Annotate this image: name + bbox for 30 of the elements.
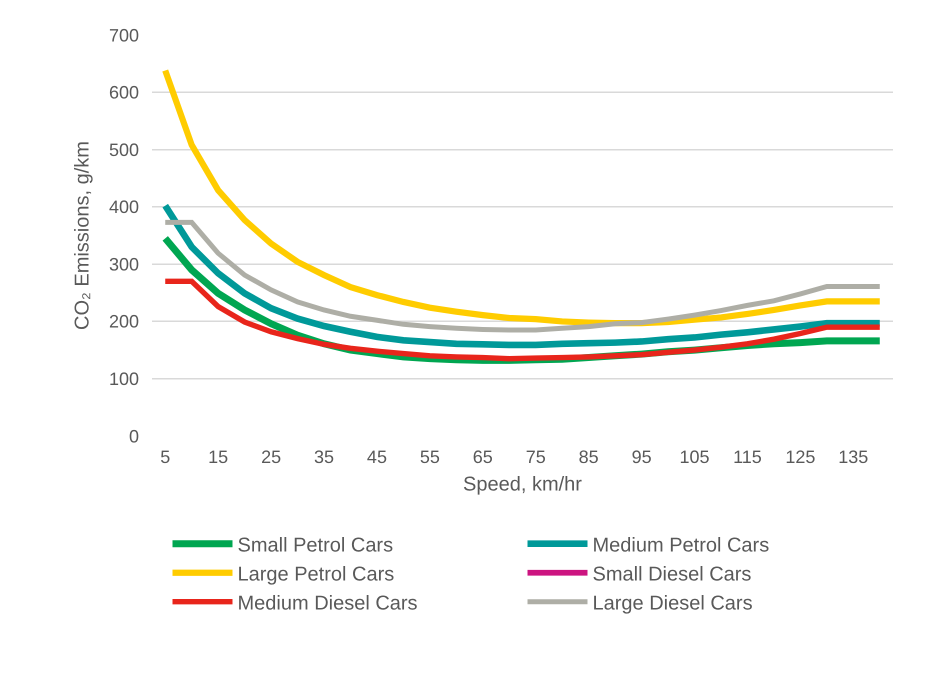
y-axis-title: CO₂ Emissions, g/km (71, 141, 94, 330)
y-tick-label: 200 (108, 312, 139, 332)
legend-label: Small Diesel Cars (592, 564, 752, 586)
x-tick-label: 95 (632, 447, 652, 467)
y-tick-label: 500 (108, 140, 139, 160)
x-tick-label: 45 (366, 447, 387, 467)
x-tick-label: 65 (472, 447, 493, 467)
y-tick-label: 0 (128, 426, 139, 446)
legend-label: Medium Diesel Cars (238, 592, 418, 615)
y-tick-label: 400 (108, 197, 139, 218)
y-tick-label: 600 (108, 82, 139, 103)
x-tick-label: 105 (679, 447, 710, 467)
legend-label: Small Petrol Cars (238, 534, 394, 557)
x-tick-label: 25 (261, 447, 282, 467)
x-tick-label: 135 (838, 447, 868, 467)
x-axis-title: Speed, km/hr (463, 474, 582, 496)
x-tick-label: 85 (578, 447, 599, 467)
y-tick-label: 100 (108, 369, 139, 390)
legend-label: Large Diesel Cars (592, 592, 753, 615)
x-tick-label: 15 (208, 447, 228, 467)
x-tick-label: 55 (420, 447, 440, 467)
x-tick-label: 115 (733, 447, 762, 467)
x-tick-label: 35 (314, 447, 334, 467)
legend-label: Medium Petrol Cars (592, 534, 770, 557)
legend-label: Large Petrol Cars (238, 564, 394, 586)
y-tick-label: 300 (108, 254, 139, 274)
x-tick-label: 75 (526, 447, 546, 467)
y-tick-label: 700 (108, 25, 139, 46)
x-tick-label: 125 (785, 447, 816, 467)
x-tick-label: 5 (160, 447, 170, 467)
